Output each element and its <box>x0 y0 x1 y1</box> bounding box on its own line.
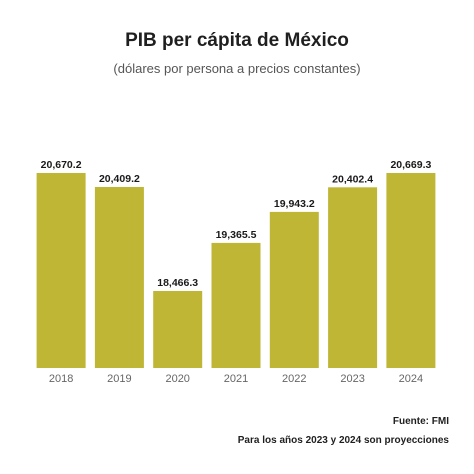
x-tick-2019: 2019 <box>107 373 131 385</box>
bar-2021 <box>211 242 261 368</box>
value-label-2019: 20,409.2 <box>99 173 140 185</box>
bar-2022 <box>269 211 319 368</box>
value-label-2024: 20,669.3 <box>390 159 431 171</box>
value-label-2022: 19,943.2 <box>274 198 315 210</box>
value-label-2020: 18,466.3 <box>157 277 198 289</box>
chart-subtitle: (dólares por persona a precios constante… <box>113 61 361 76</box>
x-tick-2020: 2020 <box>165 373 189 385</box>
value-label-2023: 20,402.4 <box>332 173 373 185</box>
bar-2018 <box>36 173 86 368</box>
x-tick-2024: 2024 <box>399 373 423 385</box>
bar-2019 <box>94 187 144 368</box>
x-tick-2021: 2021 <box>224 373 248 385</box>
projection-note: Para los años 2023 y 2024 son proyeccion… <box>237 435 449 446</box>
bar-2020 <box>153 291 203 368</box>
x-tick-2022: 2022 <box>282 373 306 385</box>
x-tick-2023: 2023 <box>340 373 364 385</box>
bar-2024 <box>386 173 436 368</box>
source-note: Fuente: FMI <box>392 416 449 427</box>
x-tick-2018: 2018 <box>49 373 73 385</box>
value-label-2018: 20,670.2 <box>41 159 82 171</box>
bar-2023 <box>328 187 378 368</box>
chart-title: PIB per cápita de México <box>125 30 349 51</box>
value-label-2021: 19,365.5 <box>216 229 257 241</box>
